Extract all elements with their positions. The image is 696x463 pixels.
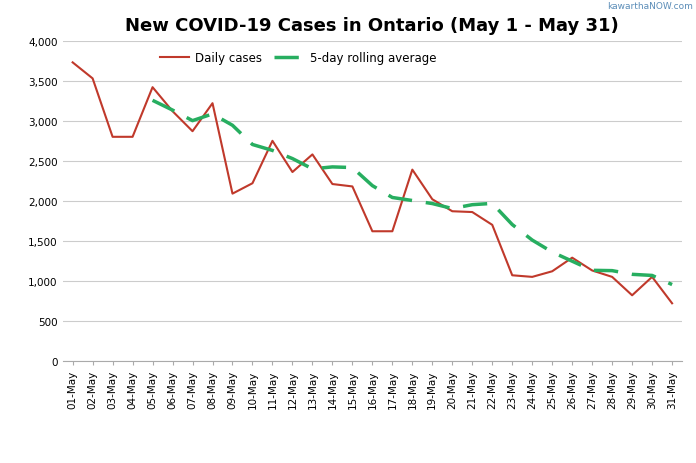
Daily cases bbox=[608, 275, 617, 280]
Daily cases bbox=[68, 61, 77, 66]
5-day rolling average bbox=[148, 98, 157, 104]
Daily cases bbox=[648, 275, 656, 280]
Daily cases bbox=[288, 170, 296, 175]
Daily cases bbox=[168, 109, 177, 115]
Daily cases bbox=[388, 229, 397, 235]
5-day rolling average bbox=[308, 167, 317, 172]
5-day rolling average bbox=[648, 273, 656, 279]
5-day rolling average bbox=[548, 250, 556, 255]
5-day rolling average bbox=[189, 119, 197, 124]
5-day rolling average bbox=[528, 238, 537, 244]
5-day rolling average bbox=[508, 222, 516, 228]
Daily cases bbox=[128, 135, 136, 140]
5-day rolling average bbox=[168, 108, 177, 113]
5-day rolling average bbox=[488, 201, 496, 207]
Daily cases bbox=[189, 129, 197, 135]
5-day rolling average bbox=[228, 123, 237, 129]
Daily cases bbox=[528, 275, 537, 280]
Daily cases bbox=[448, 209, 457, 214]
5-day rolling average bbox=[208, 112, 216, 118]
5-day rolling average bbox=[468, 202, 477, 208]
Daily cases bbox=[228, 191, 237, 197]
Line: Daily cases: Daily cases bbox=[72, 63, 672, 304]
5-day rolling average bbox=[588, 268, 596, 274]
Daily cases bbox=[428, 197, 436, 203]
5-day rolling average bbox=[628, 272, 636, 277]
Legend: Daily cases, 5-day rolling average: Daily cases, 5-day rolling average bbox=[155, 48, 441, 70]
Daily cases bbox=[408, 168, 416, 173]
5-day rolling average bbox=[428, 201, 436, 207]
Daily cases bbox=[488, 223, 496, 228]
Daily cases bbox=[308, 152, 317, 158]
5-day rolling average bbox=[408, 198, 416, 204]
5-day rolling average bbox=[248, 143, 257, 148]
Daily cases bbox=[88, 76, 97, 82]
Daily cases bbox=[468, 210, 477, 215]
5-day rolling average bbox=[568, 259, 576, 264]
5-day rolling average bbox=[388, 195, 397, 201]
Daily cases bbox=[368, 229, 377, 235]
Daily cases bbox=[508, 273, 516, 278]
5-day rolling average bbox=[268, 148, 276, 154]
Daily cases bbox=[268, 139, 276, 144]
Daily cases bbox=[548, 269, 556, 275]
Daily cases bbox=[348, 184, 356, 190]
Line: 5-day rolling average: 5-day rolling average bbox=[152, 101, 672, 285]
Daily cases bbox=[668, 301, 677, 307]
5-day rolling average bbox=[288, 156, 296, 162]
Daily cases bbox=[109, 135, 117, 140]
Daily cases bbox=[248, 181, 257, 187]
5-day rolling average bbox=[348, 165, 356, 171]
Daily cases bbox=[568, 255, 576, 261]
5-day rolling average bbox=[668, 282, 677, 288]
Daily cases bbox=[628, 293, 636, 299]
Title: New COVID-19 Cases in Ontario (May 1 - May 31): New COVID-19 Cases in Ontario (May 1 - M… bbox=[125, 17, 619, 35]
Daily cases bbox=[208, 101, 216, 107]
Daily cases bbox=[148, 85, 157, 91]
Daily cases bbox=[329, 182, 337, 188]
5-day rolling average bbox=[448, 206, 457, 212]
5-day rolling average bbox=[329, 165, 337, 170]
5-day rolling average bbox=[608, 268, 617, 274]
Text: kawarthaNOW.com: kawarthaNOW.com bbox=[607, 2, 693, 11]
Daily cases bbox=[588, 268, 596, 274]
5-day rolling average bbox=[368, 183, 377, 189]
